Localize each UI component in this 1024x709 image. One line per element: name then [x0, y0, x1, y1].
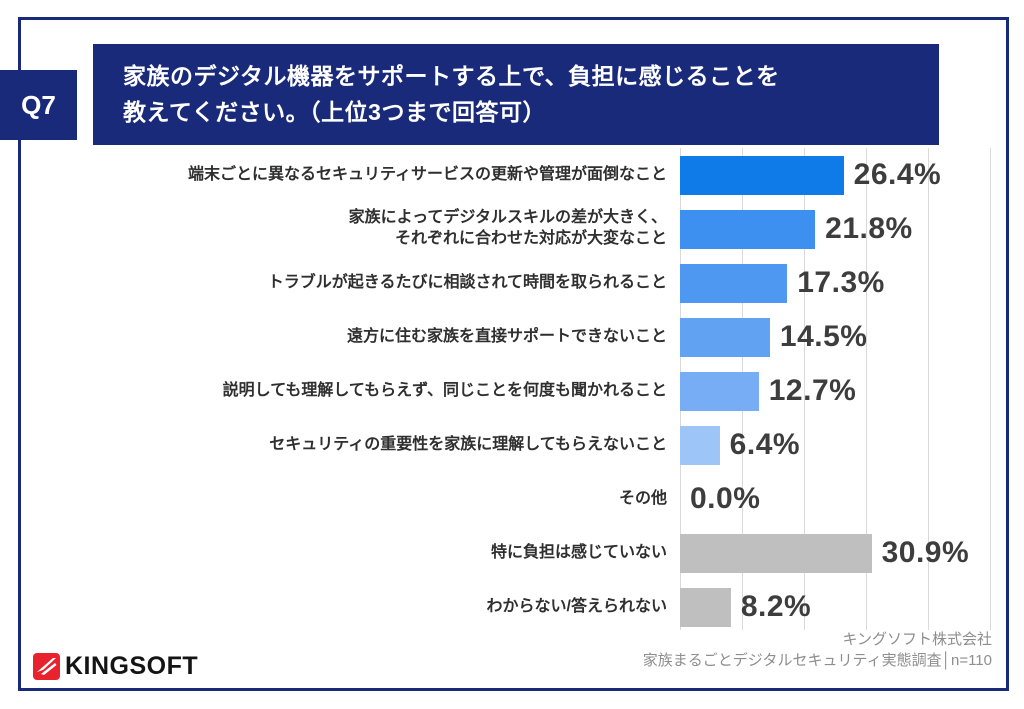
source-note: キングソフト株式会社 家族まるごとデジタルセキュリティ実態調査│n=110	[643, 629, 992, 672]
bar	[680, 155, 844, 195]
bar	[680, 209, 816, 249]
bar	[680, 317, 770, 357]
category-label: セキュリティの重要性を家族に理解してもらえないこと	[269, 435, 667, 453]
kingsoft-logo-icon	[33, 653, 60, 680]
bar-value-label: 8.2%	[740, 590, 812, 623]
chart-row: セキュリティの重要性を家族に理解してもらえないこと 6.4%	[30, 418, 995, 472]
category-label: その他	[618, 489, 667, 507]
chart-row: 特に負担は感じていない 30.9%	[30, 526, 995, 580]
bar-value-label: 21.8%	[825, 212, 913, 245]
question-title-banner: 家族のデジタル機器をサポートする上で、負担に感じることを 教えてください。（上位…	[93, 44, 939, 145]
bar-value-label: 0.0%	[690, 482, 761, 515]
bar-value-label: 17.3%	[797, 266, 885, 299]
question-number-badge: Q7	[0, 70, 77, 140]
chart-row: 端末ごとに異なるセキュリティサービスの更新や管理が面倒なこと 26.4%	[30, 148, 995, 202]
bar-value-label: 14.5%	[779, 320, 868, 353]
source-company: キングソフト株式会社	[842, 631, 992, 648]
kingsoft-logo-text: KINGSOFT	[65, 652, 199, 680]
source-survey: 家族まるごとデジタルセキュリティ実態調査│n=110	[642, 652, 992, 670]
gridline-30pct	[866, 148, 867, 630]
bar-value-label: 30.9%	[881, 536, 970, 569]
category-label: わからない/答えられない	[486, 597, 667, 615]
bar	[680, 533, 872, 573]
bar-value-label: 26.4%	[853, 158, 942, 191]
chart-row: わからない/答えられない 8.2%	[30, 580, 995, 634]
chart-row: 遠方に住む家族を直接サポートできないこと 14.5%	[30, 310, 995, 364]
category-label: 端末ごとに異なるセキュリティサービスの更新や管理が面倒なこと	[187, 165, 667, 183]
bar	[680, 371, 759, 411]
category-label: 特に負担は感じていない	[490, 543, 667, 561]
chart-row: その他 0.0%	[30, 472, 995, 526]
chart-row: 家族によってデジタルスキルの差が大きく、 それぞれに合わせた対応が大変なこと 21…	[30, 202, 995, 256]
category-label: トラブルが起きるたびに相談されて時間を取られること	[267, 273, 667, 291]
bar	[680, 587, 731, 627]
bar	[680, 425, 720, 465]
gridline-50pct	[990, 148, 991, 630]
category-label: 説明しても理解してもらえず、同じことを何度も聞かれること	[222, 381, 667, 399]
chart-row: 説明しても理解してもらえず、同じことを何度も聞かれること 12.7%	[30, 364, 995, 418]
bar-value-label: 12.7%	[768, 374, 857, 407]
slide-border-frame	[18, 17, 1009, 691]
category-label: 家族によってデジタルスキルの差が大きく、 それぞれに合わせた対応が大変なこと	[348, 209, 667, 247]
gridline-20pct	[804, 148, 805, 630]
question-number-label: Q7	[21, 89, 56, 120]
bar-value-label: 6.4%	[729, 428, 801, 461]
category-label: 遠方に住む家族を直接サポートできないこと	[346, 327, 667, 345]
horizontal-bar-chart: 端末ごとに異なるセキュリティサービスの更新や管理が面倒なこと 26.4% 家族によっ…	[30, 148, 995, 634]
gridline-40pct	[928, 148, 929, 630]
bar	[680, 263, 788, 303]
chart-row: トラブルが起きるたびに相談されて時間を取られること 17.3%	[30, 256, 995, 310]
question-title-line2: 教えてください。（上位3つまで回答可）	[123, 98, 546, 125]
kingsoft-logo: KINGSOFT	[33, 652, 198, 681]
question-title-line1: 家族のデジタル機器をサポートする上で、負担に感じることを	[123, 62, 780, 89]
